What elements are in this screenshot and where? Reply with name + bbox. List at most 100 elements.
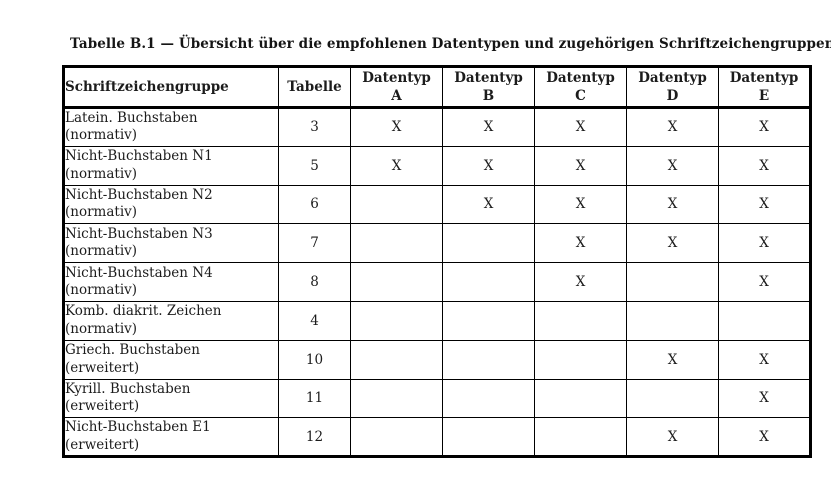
table-row: Griech. Buchstaben (erweitert) 10 X X <box>63 339 811 380</box>
table-header: Schriftzeichengruppe Tabelle Datentyp A D… <box>63 66 811 109</box>
group-qualifier: (normativ) <box>65 243 138 260</box>
mark-cell-d: X <box>626 223 719 264</box>
mark-cell-e: X <box>718 417 811 458</box>
header-datentyp-d-line2: D <box>666 88 679 104</box>
mark-cell-a: X <box>350 145 443 186</box>
group-qualifier: (normativ) <box>65 127 138 144</box>
mark-cell-b: X <box>442 145 535 186</box>
header-datentyp-b-line2: B <box>482 88 495 104</box>
mark-cell-b <box>442 378 535 419</box>
mark-cell-c: X <box>534 223 627 264</box>
group-cell: Kyrill. Buchstaben (erweitert) <box>63 378 279 419</box>
mark-cell-b <box>442 300 535 341</box>
table-row: Nicht-Buchstaben N1 (normativ) 5 X X X X … <box>63 145 811 186</box>
header-datentyp-a: Datentyp A <box>350 66 443 109</box>
tabelle-cell: 11 <box>278 378 351 419</box>
group-qualifier: (erweitert) <box>65 359 140 376</box>
group-cell: Komb. diakrit. Zeichen (normativ) <box>63 300 279 341</box>
mark-cell-c <box>534 300 627 341</box>
group-name: Kyrill. Buchstaben <box>65 380 191 397</box>
header-schriftzeichengruppe: Schriftzeichengruppe <box>63 66 279 109</box>
mark-cell-d <box>626 378 719 419</box>
table-caption: Tabelle B.1 — Übersicht über die empfohl… <box>70 36 831 52</box>
header-datentyp-b-line1: Datentyp <box>454 70 523 86</box>
header-datentyp-e-line1: Datentyp <box>729 70 799 86</box>
group-name: Nicht-Buchstaben E1 <box>65 419 211 436</box>
header-datentyp-a-line1: Datentyp <box>362 70 431 86</box>
mark-cell-d: X <box>626 184 719 225</box>
group-name: Nicht-Buchstaben N1 <box>65 148 213 165</box>
mark-cell-c: X <box>534 184 627 225</box>
mark-cell-e: X <box>718 107 811 147</box>
header-datentyp-b: Datentyp B <box>442 66 535 109</box>
table-row: Nicht-Buchstaben N2 (normativ) 6 X X X X <box>63 184 811 225</box>
mark-cell-b <box>442 262 535 302</box>
tabelle-cell: 7 <box>278 223 351 264</box>
tabelle-cell: 4 <box>278 300 351 341</box>
tabelle-cell: 3 <box>278 107 351 147</box>
mark-cell-a <box>350 417 443 458</box>
tabelle-cell: 12 <box>278 417 351 458</box>
mark-cell-d: X <box>626 145 719 186</box>
group-cell: Latein. Buchstaben (normativ) <box>63 107 279 147</box>
header-datentyp-d-line1: Datentyp <box>638 70 707 86</box>
group-name: Nicht-Buchstaben N2 <box>65 186 213 203</box>
mark-cell-e: X <box>718 223 811 264</box>
group-qualifier: (normativ) <box>65 282 138 299</box>
mark-cell-e <box>718 300 811 341</box>
mark-cell-e: X <box>718 262 811 302</box>
group-name: Latein. Buchstaben <box>65 109 198 126</box>
mark-cell-a <box>350 262 443 302</box>
header-datentyp-e-line2: E <box>758 88 770 104</box>
group-cell: Nicht-Buchstaben E1 (erweitert) <box>63 417 279 458</box>
header-datentyp-e: Datentyp E <box>718 66 811 109</box>
mark-cell-e: X <box>718 184 811 225</box>
mark-cell-a <box>350 339 443 380</box>
tabelle-cell: 10 <box>278 339 351 380</box>
header-datentyp-c: Datentyp C <box>534 66 627 109</box>
mark-cell-a: X <box>350 107 443 147</box>
mark-cell-d <box>626 262 719 302</box>
group-qualifier: (normativ) <box>65 320 138 337</box>
table-row: Kyrill. Buchstaben (erweitert) 11 X <box>63 378 811 419</box>
mark-cell-a <box>350 184 443 225</box>
group-name: Nicht-Buchstaben N3 <box>65 225 213 242</box>
tabelle-cell: 8 <box>278 262 351 302</box>
table-row: Komb. diakrit. Zeichen (normativ) 4 <box>63 300 811 341</box>
mark-cell-c <box>534 378 627 419</box>
header-datentyp-c-line1: Datentyp <box>546 70 615 86</box>
mark-cell-a <box>350 378 443 419</box>
mark-cell-c: X <box>534 107 627 147</box>
mark-cell-c: X <box>534 262 627 302</box>
datatypes-table: Schriftzeichengruppe Tabelle Datentyp A D… <box>62 65 812 459</box>
header-datentyp-c-line2: C <box>575 88 586 104</box>
group-qualifier: (erweitert) <box>65 436 140 453</box>
header-tabelle: Tabelle <box>278 66 351 109</box>
mark-cell-b: X <box>442 107 535 147</box>
group-qualifier: (normativ) <box>65 165 138 182</box>
table-row: Nicht-Buchstaben N4 (normativ) 8 X X <box>63 262 811 302</box>
tabelle-cell: 6 <box>278 184 351 225</box>
table-row: Latein. Buchstaben (normativ) 3 X X X X X <box>63 107 811 147</box>
group-cell: Nicht-Buchstaben N3 (normativ) <box>63 223 279 264</box>
mark-cell-a <box>350 300 443 341</box>
group-cell: Griech. Buchstaben (erweitert) <box>63 339 279 380</box>
group-cell: Nicht-Buchstaben N4 (normativ) <box>63 262 279 302</box>
group-name: Griech. Buchstaben <box>65 342 200 359</box>
mark-cell-e: X <box>718 378 811 419</box>
header-datentyp-a-line2: A <box>391 88 402 104</box>
group-cell: Nicht-Buchstaben N1 (normativ) <box>63 145 279 186</box>
group-qualifier: (erweitert) <box>65 398 140 415</box>
mark-cell-b: X <box>442 184 535 225</box>
header-row: Schriftzeichengruppe Tabelle Datentyp A D… <box>63 66 811 109</box>
table-b1-section: Tabelle B.1 — Übersicht über die empfohl… <box>62 36 831 459</box>
mark-cell-c <box>534 417 627 458</box>
group-qualifier: (normativ) <box>65 204 138 221</box>
table-row: Nicht-Buchstaben N3 (normativ) 7 X X X <box>63 223 811 264</box>
mark-cell-c: X <box>534 145 627 186</box>
mark-cell-d <box>626 300 719 341</box>
mark-cell-a <box>350 223 443 264</box>
mark-cell-e: X <box>718 145 811 186</box>
group-cell: Nicht-Buchstaben N2 (normativ) <box>63 184 279 225</box>
